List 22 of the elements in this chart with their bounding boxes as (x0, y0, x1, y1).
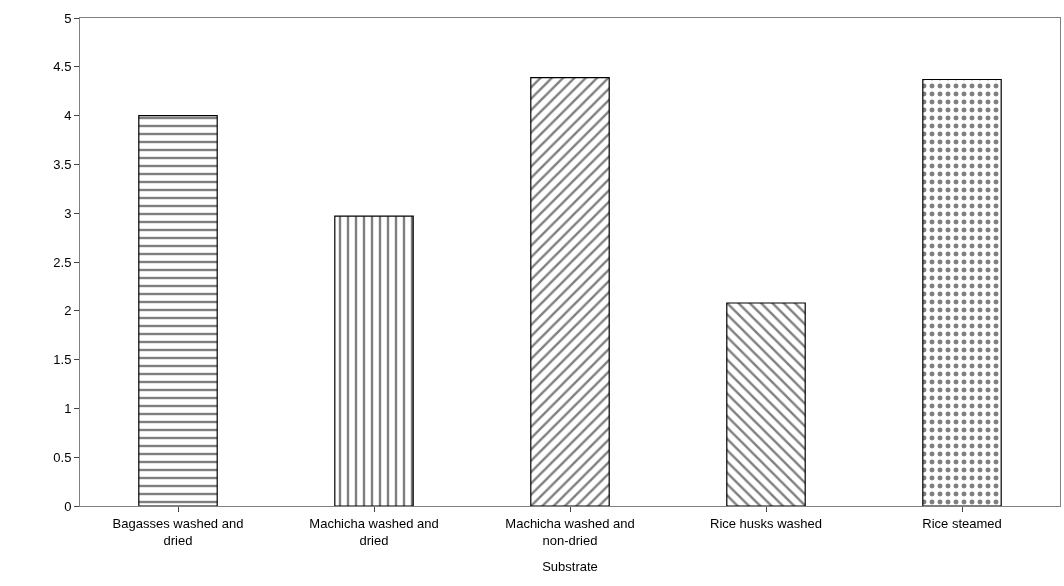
y-tick-label: 0.5 (53, 449, 72, 465)
y-tick-label: 2.5 (53, 254, 72, 270)
x-tick-label: Rice steamed (922, 515, 1002, 531)
y-tick-label: 4.5 (53, 59, 72, 75)
y-tick-label: 2 (64, 303, 72, 319)
y-tick-label: 4 (64, 108, 72, 124)
x-tick-label: Machicha washed and non-dried (505, 515, 635, 548)
x-tick-label: Machicha washed and dried (309, 515, 439, 548)
y-tick-label: 3.5 (53, 156, 72, 172)
x-tick-label: Bagasses washed and dried (112, 515, 244, 548)
y-tick-label: 0 (64, 498, 72, 514)
y-tick-label: 1.5 (53, 352, 72, 368)
y-tick-label: 3 (64, 205, 72, 221)
bar (334, 215, 414, 506)
bar (922, 78, 1002, 506)
bar (138, 115, 218, 506)
x-axis-title: Substrate (542, 559, 598, 575)
y-tick-label: 5 (64, 10, 72, 26)
y-tick-label: 1 (64, 400, 72, 416)
x-tick-label: Rice husks washed (710, 515, 822, 531)
bar (530, 76, 610, 506)
bar (726, 302, 806, 506)
